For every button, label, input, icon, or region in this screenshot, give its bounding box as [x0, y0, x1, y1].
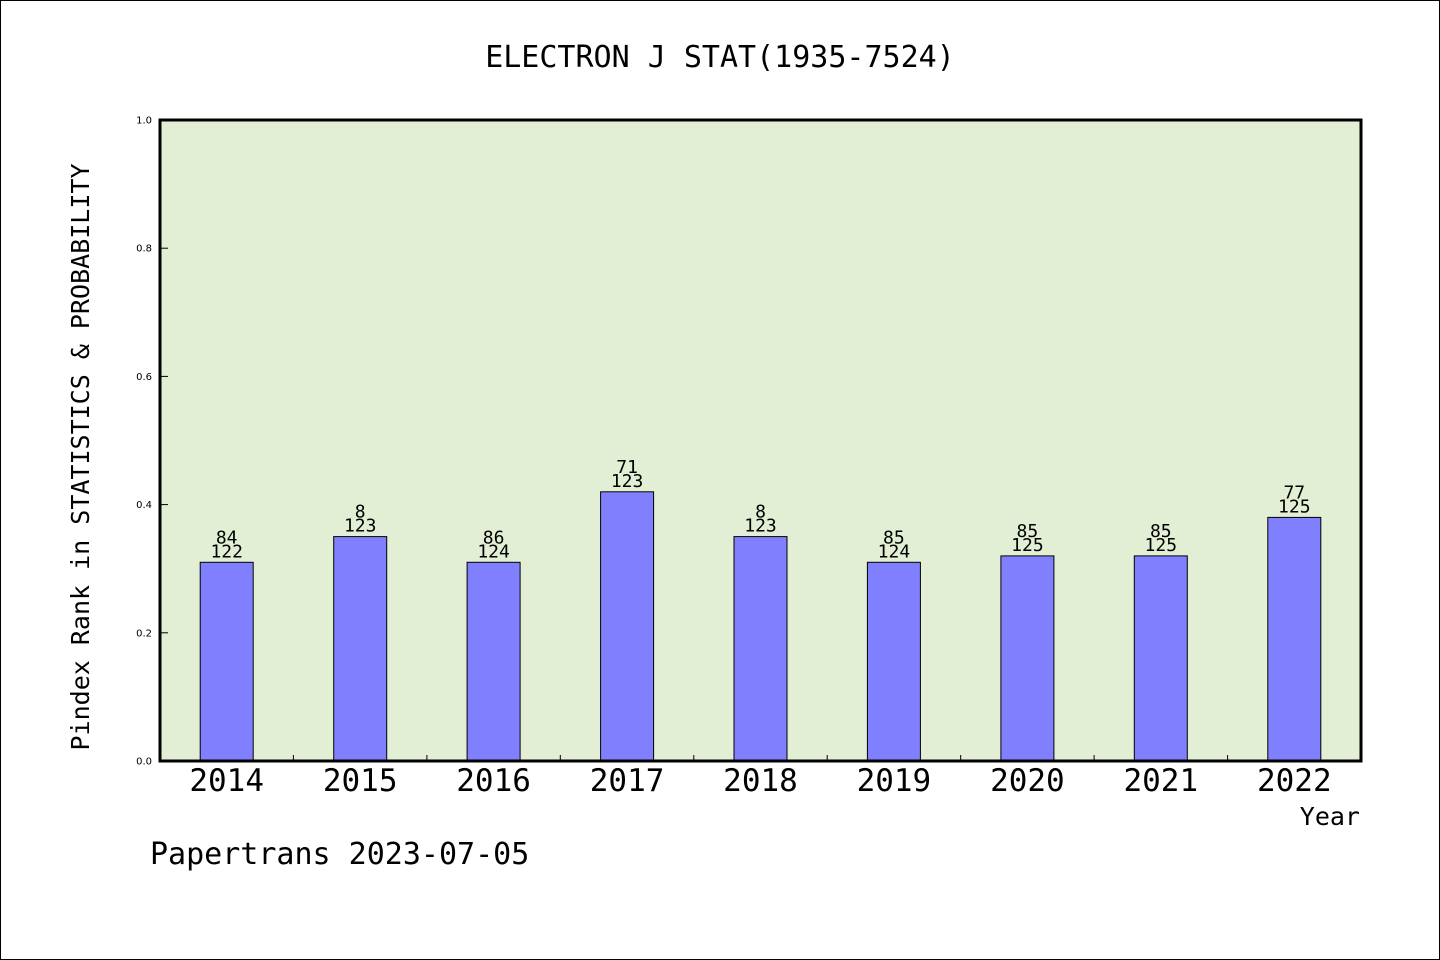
rank-label-2019: 85 [883, 527, 905, 548]
bar-2014 [199, 561, 254, 762]
bar-2018 [733, 536, 788, 762]
plot-border [158, 118, 1363, 763]
y-tick-label: 0.4 [136, 500, 152, 511]
total-label-2016: 124 [477, 541, 510, 562]
rank-label-2021: 85 [1150, 521, 1172, 542]
rank-label-2018: 8 [755, 502, 766, 523]
bar-2020 [1000, 555, 1055, 762]
total-label-2022: 125 [1278, 496, 1311, 517]
chart-title: ELECTRON J STAT(1935-7524) [485, 40, 955, 75]
x-tick-label-2017: 2017 [590, 763, 665, 799]
data-labels-layer: 8412281238612471123812385124851258512577… [210, 457, 1310, 563]
bar-2017 [600, 491, 655, 762]
y-tick-label: 0.8 [136, 244, 152, 255]
bar-2016 [466, 561, 521, 762]
x-tick-label-2021: 2021 [1123, 763, 1198, 799]
x-axis-label: Year [1300, 802, 1360, 831]
x-tick-label-2018: 2018 [723, 763, 798, 799]
y-tick-label: 0.6 [136, 372, 152, 383]
rank-label-2017: 71 [616, 457, 638, 478]
total-label-2014: 122 [210, 541, 243, 562]
y-tick-label: 1.0 [136, 116, 152, 127]
rank-label-2014: 84 [216, 527, 238, 548]
y-axis-label: Pindex Rank in STATISTICS & PROBABILITY [66, 164, 95, 751]
total-label-2015: 123 [344, 516, 377, 537]
rank-label-2022: 77 [1283, 482, 1305, 503]
y-tick-label: 0.0 [136, 757, 152, 768]
x-tick-label-2016: 2016 [456, 763, 531, 799]
x-tick-label-2022: 2022 [1257, 763, 1332, 799]
bar-2019 [866, 561, 921, 762]
total-label-2020: 125 [1011, 535, 1044, 556]
x-tick-label-2014: 2014 [189, 763, 264, 799]
footer-credit: Papertrans 2023-07-05 [150, 837, 529, 872]
bar-2021 [1133, 555, 1188, 762]
total-label-2019: 124 [878, 541, 911, 562]
x-axis: 2014 2015 2016 2017 2018 2019 2020 2021 2022 [189, 755, 1332, 799]
x-tick-label-2020: 2020 [990, 763, 1065, 799]
total-label-2017: 123 [611, 471, 644, 492]
rank-label-2016: 86 [483, 527, 505, 548]
bar-2022 [1267, 516, 1322, 762]
y-tick-label: 0.2 [136, 628, 152, 639]
bars-layer [199, 491, 1322, 762]
rank-label-2015: 8 [355, 502, 366, 523]
bar-2015 [333, 536, 388, 762]
rank-label-2020: 85 [1017, 521, 1039, 542]
total-label-2021: 125 [1145, 535, 1178, 556]
total-label-2018: 123 [744, 516, 777, 537]
x-tick-label-2019: 2019 [857, 763, 932, 799]
x-tick-label-2015: 2015 [323, 763, 398, 799]
y-axis: 0.0 0.2 0.4 0.6 0.8 1.0 [136, 116, 168, 768]
